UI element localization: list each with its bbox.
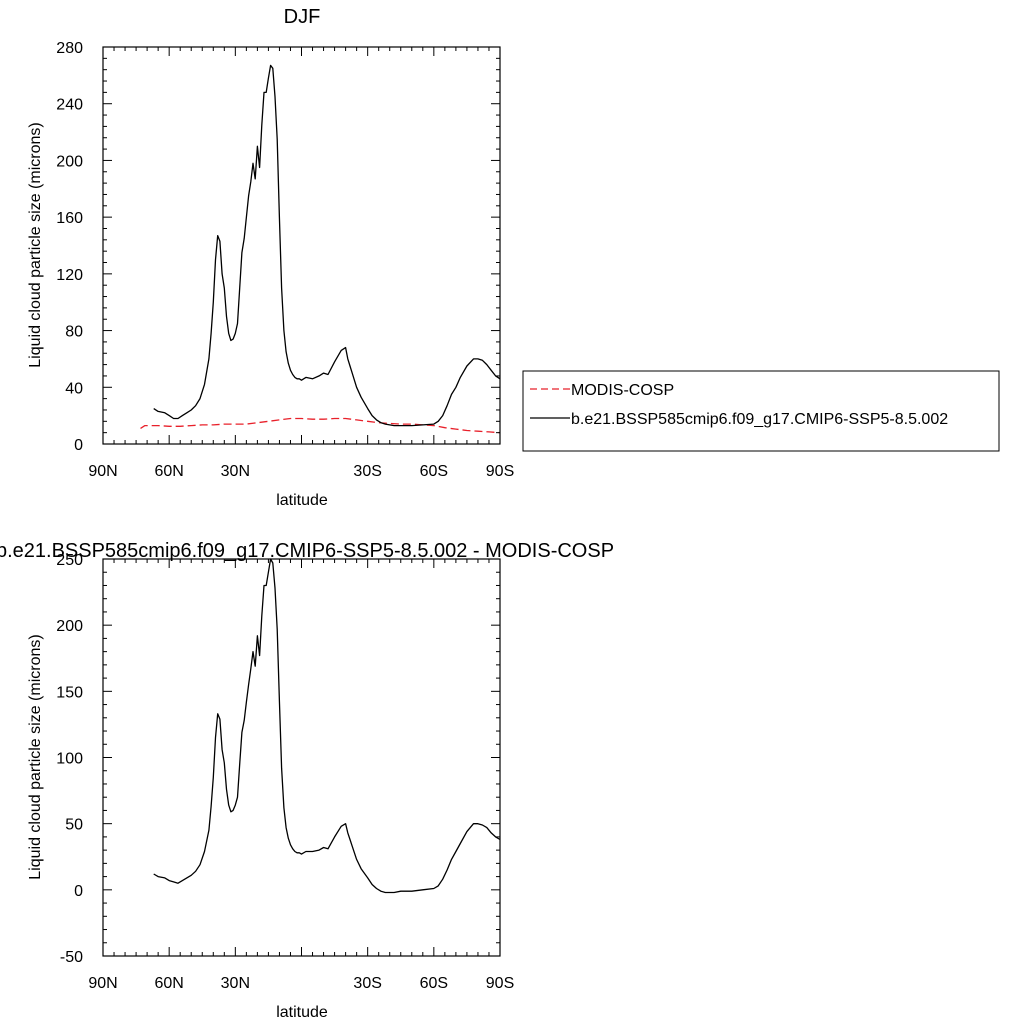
- bottom-x-tick-label: 60S: [420, 975, 448, 992]
- bottom-plot-frame: [102, 558, 501, 957]
- top-plot-frame: [102, 46, 501, 445]
- bottom-y-tick-label: 150: [56, 684, 83, 701]
- top-series-b-e21-bssp585cmip6-f09-g17-cmip6-ssp5-8-5-002: [153, 64, 501, 427]
- legend: MODIS-COSP b.e21.BSSP585cmip6.f09_g17.CM…: [522, 370, 1000, 452]
- bottom-x-tick-label: 30S: [353, 975, 381, 992]
- top-y-tick-label: 120: [56, 267, 83, 284]
- legend-label-model: b.e21.BSSP585cmip6.f09_g17.CMIP6-SSP5-8.…: [571, 411, 948, 428]
- top-x-tick-label: 90N: [88, 463, 117, 480]
- legend-label-modis-cosp: MODIS-COSP: [571, 382, 674, 399]
- top-x-tick-label: 90S: [486, 463, 514, 480]
- top-x-tick-label: 30S: [353, 463, 381, 480]
- top-series-modis-cosp: [140, 417, 501, 434]
- top-panel: DJF 90N 60N 30N 30S 60S 90S 0 40 80 120 160 200 240 2…: [27, 6, 1000, 509]
- top-y-axis-label: Liquid cloud particle size (microns): [27, 122, 44, 367]
- top-x-tick-label: 30N: [221, 463, 250, 480]
- bottom-y-tick-label: 250: [56, 552, 83, 569]
- top-y-tick-label: 240: [56, 97, 83, 114]
- top-y-tick-label: 80: [65, 324, 83, 341]
- bottom-x-tick-label: 90S: [486, 975, 514, 992]
- bottom-ticks-layer: 90N 60N 30N 30S 60S 90S -50 0 50 100 150 200 250: [56, 552, 514, 992]
- bottom-panel: b.e21.BSSP585cmip6.f09_g17.CMIP6-SSP5-8.…: [0, 540, 614, 1021]
- bottom-x-tick-label: 30N: [221, 975, 250, 992]
- top-x-axis-label: latitude: [276, 492, 328, 509]
- bottom-y-tick-label: 0: [74, 883, 83, 900]
- top-y-tick-label: 280: [56, 40, 83, 57]
- bottom-y-tick-label: 50: [65, 817, 83, 834]
- bottom-y-axis-label: Liquid cloud particle size (microns): [27, 634, 44, 879]
- bottom-chart-title: b.e21.BSSP585cmip6.f09_g17.CMIP6-SSP5-8.…: [0, 540, 614, 562]
- bottom-series-layer: [153, 558, 501, 894]
- top-ticks-layer: 90N 60N 30N 30S 60S 90S 0 40 80 120 160 200 240 280: [56, 40, 514, 480]
- top-x-tick-label: 60S: [420, 463, 448, 480]
- top-y-tick-label: 200: [56, 153, 83, 170]
- bottom-y-tick-label: -50: [60, 949, 83, 966]
- top-y-tick-label: 40: [65, 380, 83, 397]
- top-x-tick-label: 60N: [154, 463, 183, 480]
- top-y-tick-label: 0: [74, 437, 83, 454]
- bottom-x-axis-label: latitude: [276, 1004, 328, 1021]
- bottom-series-difference: [153, 558, 501, 894]
- legend-box: [522, 370, 1000, 452]
- bottom-x-tick-label: 90N: [88, 975, 117, 992]
- top-series-layer: [140, 64, 501, 434]
- top-chart-title: DJF: [284, 6, 321, 28]
- top-y-tick-label: 160: [56, 210, 83, 227]
- bottom-y-tick-label: 200: [56, 618, 83, 635]
- bottom-y-tick-label: 100: [56, 751, 83, 768]
- bottom-x-tick-label: 60N: [154, 975, 183, 992]
